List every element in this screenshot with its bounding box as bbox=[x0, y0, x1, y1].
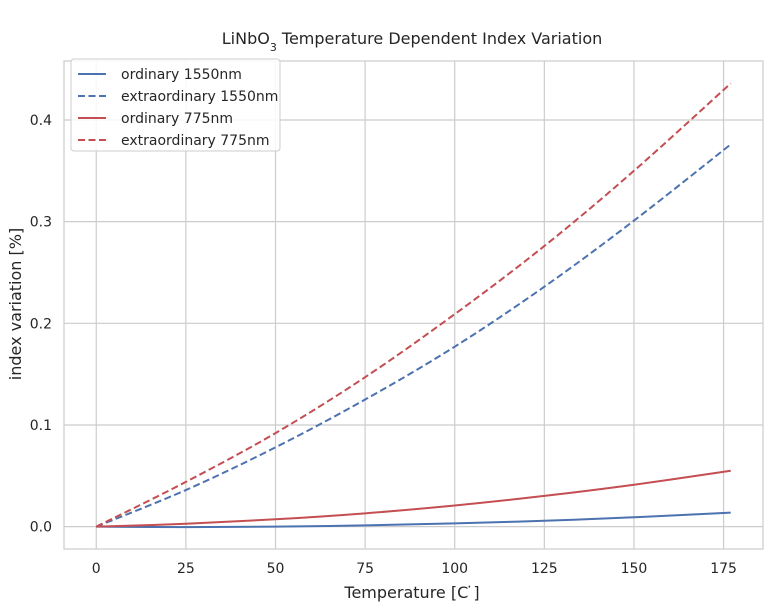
x-tick-label: 125 bbox=[531, 561, 558, 577]
legend-label-1: extraordinary 1550nm bbox=[121, 89, 278, 105]
x-tick-label: 50 bbox=[267, 561, 285, 577]
chart-title: LiNbO3 Temperature Dependent Index Varia… bbox=[222, 29, 603, 54]
x-tick-label: 100 bbox=[441, 561, 468, 577]
legend-label-2: ordinary 775nm bbox=[121, 111, 233, 127]
series-line-0 bbox=[96, 511, 731, 529]
x-tick-label: 0 bbox=[92, 561, 101, 577]
legend-label-0: ordinary 1550nm bbox=[121, 67, 242, 83]
legend: ordinary 1550nm extraordinary 1550nm ordin… bbox=[70, 58, 281, 152]
plot-frame bbox=[63, 60, 764, 550]
y-axis-label: index variation [%] bbox=[6, 228, 25, 380]
x-tick-label: 75 bbox=[356, 561, 374, 577]
chart-title-subscript: 3 bbox=[270, 41, 277, 54]
y-tick-labels: 0.0 0.1 0.2 0.3 0.4 bbox=[30, 113, 52, 536]
x-tick-labels: 0 25 50 75 100 125 150 175 bbox=[92, 561, 737, 577]
y-tick-label: 0.3 bbox=[30, 215, 52, 231]
x-tick-label: 25 bbox=[177, 561, 195, 577]
x-tick-label: 175 bbox=[710, 561, 737, 577]
y-tick-label: 0.1 bbox=[30, 418, 52, 434]
series-lines bbox=[95, 82, 732, 529]
series-line-1 bbox=[95, 143, 732, 528]
grid bbox=[64, 61, 763, 549]
x-axis-label: Temperature [C ̇] bbox=[343, 583, 479, 602]
chart-title-rest: Temperature Dependent Index Variation bbox=[277, 29, 602, 48]
legend-label-3: extraordinary 775nm bbox=[121, 133, 270, 149]
legend-box bbox=[70, 58, 281, 152]
series-line-3 bbox=[95, 82, 732, 528]
x-tick-label: 150 bbox=[621, 561, 648, 577]
series-line-2 bbox=[96, 469, 731, 528]
chart-title-main: LiNbO bbox=[222, 29, 270, 48]
y-tick-label: 0.4 bbox=[30, 113, 52, 129]
y-tick-label: 0.0 bbox=[30, 520, 52, 536]
y-tick-label: 0.2 bbox=[30, 316, 52, 332]
